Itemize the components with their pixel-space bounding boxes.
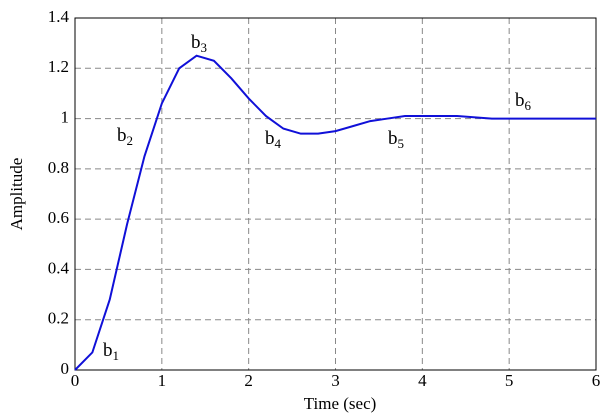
x-tick-label: 1 (158, 371, 167, 390)
x-tick-label: 4 (418, 371, 427, 390)
annotation: b2 (117, 125, 133, 148)
annotation-subscript: 6 (525, 98, 532, 113)
x-tick-label: 5 (505, 371, 514, 390)
annotation-text: b (103, 340, 113, 361)
x-tick-label: 0 (71, 371, 80, 390)
annotation-text: b (388, 128, 398, 149)
annotation-subscript: 2 (127, 133, 134, 148)
y-tick-label: 1.2 (48, 57, 69, 76)
annotation: b5 (388, 128, 404, 151)
response-line (74, 54, 596, 371)
y-tick-label: 0.6 (48, 208, 69, 227)
annotation: b4 (265, 128, 282, 151)
x-axis-label: Time (sec) (304, 394, 377, 413)
y-axis-label: Amplitude (7, 158, 26, 231)
annotation: b3 (191, 32, 207, 55)
annotation-text: b (191, 32, 201, 53)
y-tick-label: 1 (61, 107, 70, 126)
annotation-subscript: 4 (275, 136, 282, 151)
annotation-subscript: 1 (113, 348, 120, 363)
annotation-text: b (117, 125, 127, 146)
x-tick-label: 3 (331, 371, 340, 390)
y-tick-label: 0.4 (48, 258, 70, 277)
annotation: b1 (103, 340, 119, 363)
y-tick-label: 1.4 (48, 7, 70, 26)
y-tick-label: 0.2 (48, 309, 69, 328)
y-tick-label: 0 (61, 359, 70, 378)
plot-frame (74, 17, 597, 371)
annotation-subscript: 5 (398, 136, 405, 151)
annotation: b6 (515, 90, 532, 113)
annotation-text: b (515, 90, 525, 111)
y-tick-label: 0.8 (48, 158, 69, 177)
annotation-text: b (265, 128, 275, 149)
x-tick-label: 6 (592, 371, 601, 390)
annotation-subscript: 3 (201, 40, 208, 55)
x-tick-label: 2 (244, 371, 253, 390)
